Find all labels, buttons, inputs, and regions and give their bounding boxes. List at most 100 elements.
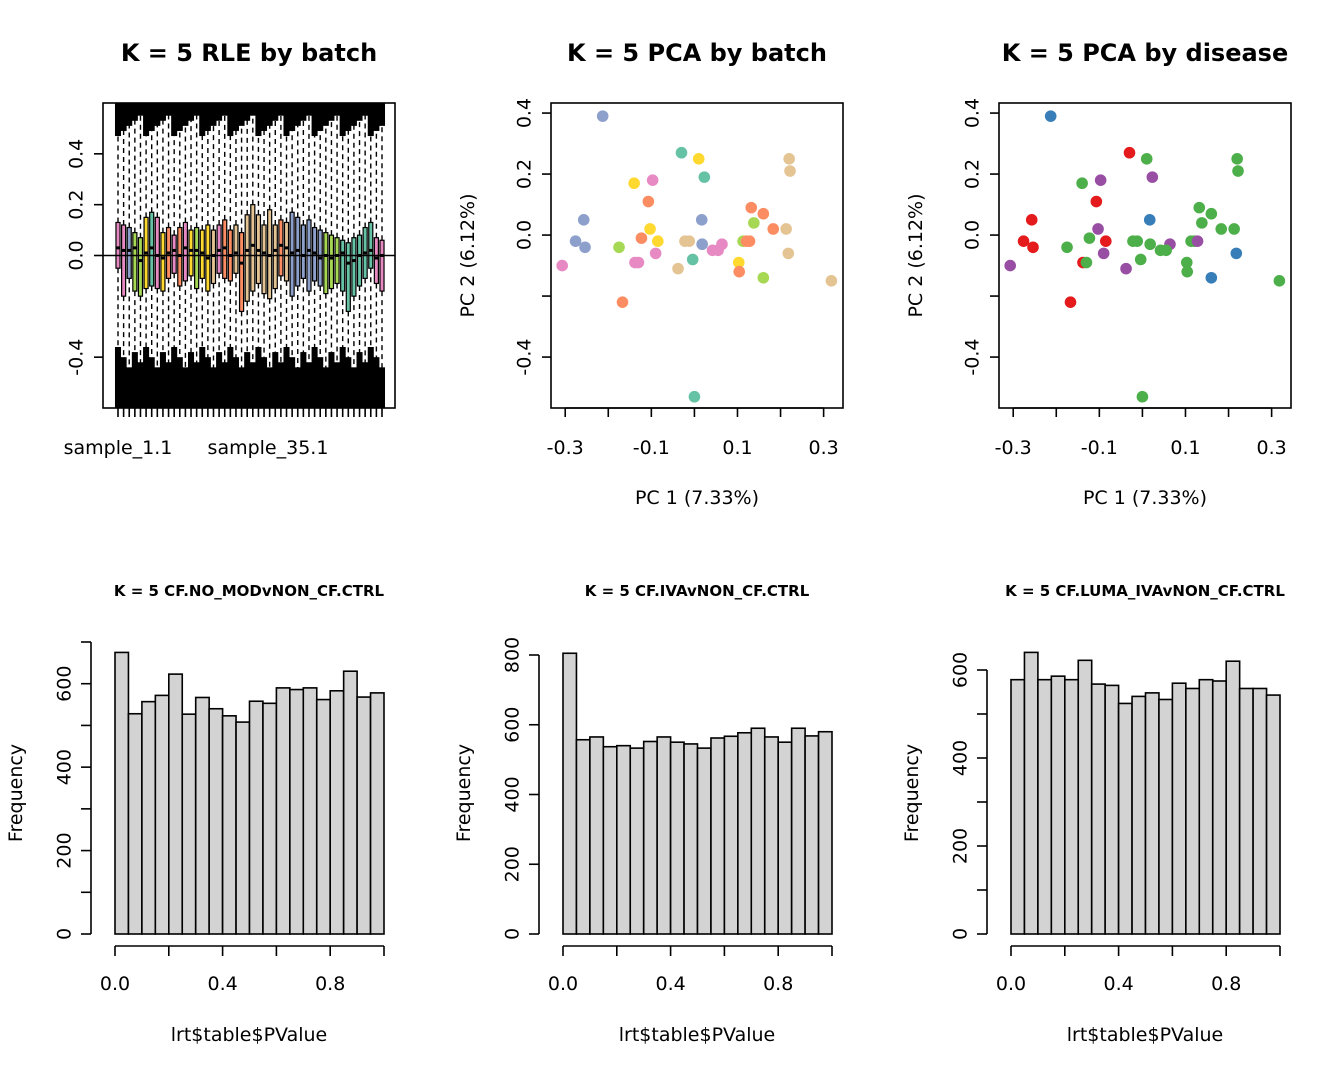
rle-box (283, 221, 290, 282)
hist1-ytick-label: 400 (54, 749, 76, 785)
pca_batch-point (784, 165, 796, 177)
hist3-bar (1198, 678, 1214, 935)
hist3-bar (1050, 675, 1066, 935)
hist3-xtick-label: 0.0 (996, 973, 1026, 995)
hist2-ylabel: Frequency (453, 744, 475, 842)
pca_disease-ytick-label: 0.2 (962, 159, 984, 189)
pca_batch-point (642, 195, 655, 208)
rle-box (154, 216, 160, 290)
rle-outlier-bottom (148, 357, 155, 408)
rle-box (194, 226, 200, 290)
pca_batch-point (698, 171, 711, 183)
rle-box (244, 214, 250, 302)
pca_disease-point (1017, 235, 1030, 247)
hist1-bar (356, 696, 372, 935)
rle-outlier-top (154, 103, 161, 126)
rle-outlier-bottom (120, 357, 127, 408)
hist1-xlabel: lrt$table$PValue (171, 1024, 327, 1046)
pca_batch-xlabel: PC 1 (7.33%) (635, 487, 759, 509)
hist1-ytick-label: 600 (54, 666, 76, 702)
rle-box (379, 239, 385, 292)
hist2-bar (683, 743, 699, 935)
rle-box (120, 224, 127, 297)
rle-box (238, 232, 245, 313)
pca_batch-point (628, 177, 640, 190)
hist2-bar (589, 736, 605, 935)
pca_disease-point (1140, 153, 1153, 165)
pca_disease-point (1123, 146, 1136, 159)
pca_disease-point (1064, 296, 1077, 308)
pca_batch-xtick-label: -0.3 (547, 437, 584, 459)
pca_disease-point (1094, 174, 1107, 186)
pca_disease-point (1228, 223, 1240, 235)
rle-outlier-top (272, 103, 279, 121)
hist2-ytick-label: 0 (502, 928, 524, 940)
pca_batch-point (596, 110, 609, 122)
hist1-bar (369, 692, 385, 935)
rle-outlier-top (350, 103, 357, 126)
rle-outlier-top (266, 103, 273, 126)
pca_disease-xtick-label: -0.1 (1081, 437, 1118, 459)
hist3-title: K = 5 CF.LUMA_IVAvNON_CF.CTRL (1005, 582, 1285, 600)
pca_batch-point (733, 265, 746, 278)
rle-box (188, 229, 194, 277)
rle-box (272, 224, 278, 290)
hist3-bar (1238, 687, 1254, 935)
rle-box (328, 234, 335, 290)
hist2-ytick-label: 200 (502, 846, 524, 882)
pca_batch-point (825, 275, 838, 287)
pca_disease-ylabel: PC 2 (6.12%) (905, 193, 927, 317)
pca_batch-point (577, 214, 590, 226)
pca_disease-xtick-label: 0.1 (1170, 437, 1200, 459)
hist1-ytick-label: 200 (54, 832, 76, 868)
rle-plot-area (114, 103, 386, 408)
hist3-bar (1131, 695, 1147, 935)
rle-outlier-top (216, 103, 223, 121)
hist3-bar (1211, 680, 1227, 935)
hist3-bar (1010, 678, 1026, 935)
rle-box (334, 237, 340, 285)
hist2-bar (602, 745, 618, 935)
hist1-bar (275, 687, 291, 935)
pca_disease-point (1027, 241, 1039, 254)
hist2-title: K = 5 CF.IVAvNON_CF.CTRL (585, 582, 810, 600)
pca_disease-point (1080, 256, 1093, 269)
hist2-ytick-label: 600 (502, 707, 524, 743)
hist1-bar (127, 712, 143, 935)
hist1-panel: 0.0 0.4 0.8 0 200 400 600 K = 5 CF.NO_MODvNON_C… (5, 582, 385, 1046)
hist2-bar (696, 747, 712, 935)
hist2-bar (723, 735, 739, 935)
hist3-bar (1064, 678, 1080, 935)
hist1-xtick-label: 0.0 (100, 973, 130, 995)
pca_batch-xtick-label: 0.3 (809, 437, 839, 459)
pca_disease-ytick-label: 0.0 (962, 220, 984, 250)
hist1-bar (154, 694, 170, 935)
pca_batch-point (644, 223, 656, 235)
pca_disease-point (1196, 217, 1208, 229)
rle-xtick-label: sample_1.1 (64, 437, 173, 459)
hist3-xlabel: lrt$table$PValue (1067, 1024, 1223, 1046)
rle-box (115, 221, 121, 269)
rle-outlier-top (277, 103, 284, 116)
hist3-bar (1252, 687, 1268, 935)
rle-box (126, 226, 132, 279)
rle-outlier-top (378, 103, 386, 126)
rle-outlier-bottom (143, 347, 150, 408)
rle-box (182, 221, 189, 282)
rle-outlier-bottom (311, 347, 318, 408)
rle-ytick-label: 0.4 (66, 139, 88, 169)
rle-outlier-bottom (244, 352, 251, 408)
pca_batch-ylabel: PC 2 (6.12%) (457, 193, 479, 317)
hist2-xtick-label: 0.0 (548, 973, 578, 995)
hist2-bar (777, 741, 793, 935)
hist2-bar (817, 730, 833, 935)
rle-outlier-top (356, 103, 363, 121)
rle-box (323, 232, 329, 295)
rle-outlier-top (300, 103, 307, 121)
pca_disease-title: K = 5 PCA by disease (1002, 39, 1289, 67)
pca_batch-point (569, 235, 582, 247)
hist1-xtick-label: 0.8 (315, 973, 345, 995)
rle-box (160, 232, 166, 292)
rle-outlier-top (244, 103, 251, 121)
hist3-panel: 0.0 0.4 0.8 0 200 400 600 K = 5 CF.LUMA_IVAvNON… (901, 582, 1285, 1046)
